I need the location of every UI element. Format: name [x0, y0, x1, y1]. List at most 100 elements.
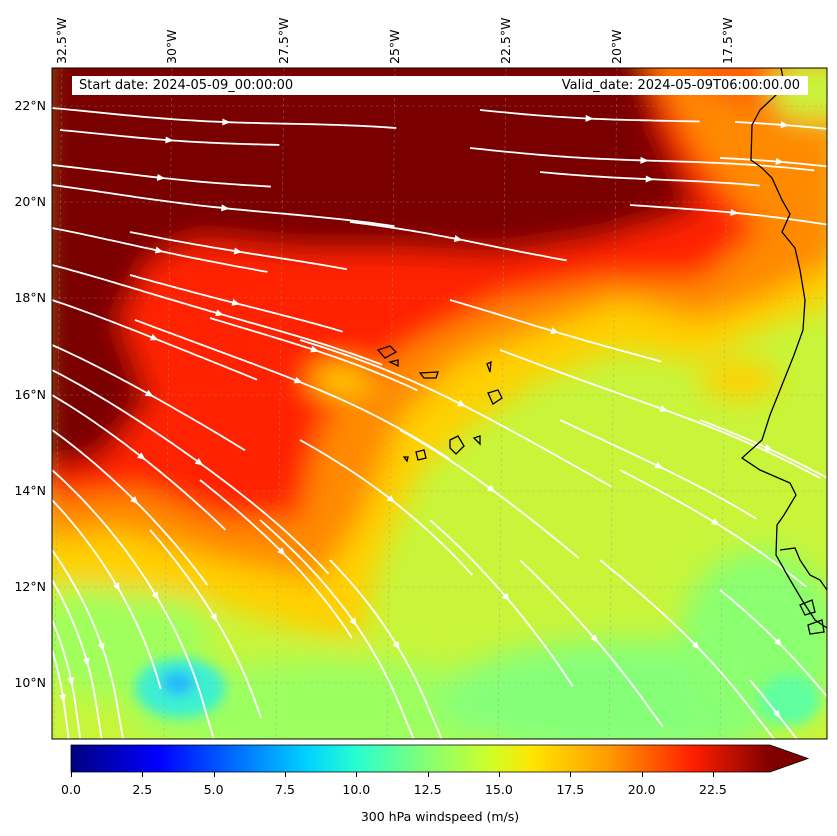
streamline-arrow-icon — [386, 494, 396, 503]
island — [415, 449, 427, 461]
meridian — [719, 68, 729, 739]
streamline-arrow-icon — [210, 613, 218, 622]
colorbar-tick — [427, 772, 429, 777]
lon-tick-label: 22.5°W — [498, 17, 513, 64]
streamline-arrow-icon — [215, 309, 224, 317]
colorbar-tick — [498, 772, 500, 777]
lat-tick-label: 16°N — [14, 387, 46, 402]
streamline-arrow-icon — [293, 376, 303, 384]
streamlines — [52, 107, 827, 739]
colorbar-tick-label: 7.5 — [275, 782, 295, 797]
streamline-arrow-icon — [774, 638, 783, 647]
streamline-arrow-icon — [144, 389, 154, 397]
streamline-arrow-icon — [67, 677, 75, 686]
colorbar-tick — [570, 772, 572, 777]
colorbar-tick-label: 10.0 — [342, 782, 371, 797]
streamline-arrow-icon — [97, 642, 105, 652]
streamline-arrow-icon — [585, 114, 594, 122]
streamline-arrow-icon — [780, 121, 789, 129]
streamline-arrow-icon — [154, 246, 164, 254]
island — [472, 435, 481, 446]
streamline-arrow-icon — [453, 235, 463, 243]
meridian — [608, 68, 618, 739]
island — [486, 360, 492, 373]
streamline-arrow-icon — [82, 657, 90, 667]
streamline-arrow-icon — [691, 641, 700, 650]
coastline — [376, 68, 827, 635]
streamline-arrow-icon — [349, 617, 357, 627]
colorbar — [71, 745, 770, 772]
streamline-arrow-icon — [151, 591, 159, 601]
windspeed-field — [52, 68, 827, 739]
colorbar-tick-label: 2.5 — [132, 782, 153, 797]
streamline-arrow-icon — [486, 484, 496, 493]
colorbar-label: 300 hPa windspeed (m/s) — [360, 809, 520, 824]
lat-tick-label: 18°N — [14, 290, 46, 305]
meridian — [163, 68, 173, 739]
colorbar-tick — [71, 772, 72, 777]
lat-tick-label: 10°N — [14, 675, 46, 690]
streamline-arrow-icon — [149, 333, 159, 341]
colorbar-tick-label: 12.5 — [413, 782, 442, 797]
streamline-arrow-icon — [156, 173, 166, 181]
lon-tick-label: 17.5°W — [720, 17, 735, 64]
lon-tick-label: 27.5°W — [276, 17, 291, 64]
colorbar-tick-label: 15.0 — [485, 782, 513, 797]
streamline-arrow-icon — [772, 709, 781, 719]
date-banner: Start date: 2024-05-09_00:00:00 Valid_da… — [72, 76, 808, 95]
island — [388, 359, 399, 368]
streamline-arrow-icon — [231, 299, 241, 306]
streamline-arrow-icon — [501, 592, 510, 602]
meridian — [275, 68, 285, 739]
streamline-arrow-icon — [130, 496, 139, 505]
colorbar-tick — [142, 772, 144, 777]
valid-date: Valid_date: 2024-05-09T06:00:00.00 — [561, 78, 800, 93]
colorbar-tick-label: 0.0 — [61, 782, 81, 797]
streamline-arrow-icon — [730, 208, 739, 216]
africa-coastline — [740, 68, 827, 629]
streamline-arrow-icon — [221, 204, 230, 212]
lon-tick-label: 25°W — [387, 29, 402, 64]
map-frame — [51, 67, 828, 740]
colorbar-tick — [213, 772, 215, 777]
streamline-arrow-icon — [222, 118, 231, 126]
streamline-arrow-icon — [112, 582, 120, 592]
lon-tick-label: 32.5°W — [54, 17, 69, 64]
streamline-arrow-icon — [775, 157, 784, 165]
streamline-arrow-icon — [645, 175, 654, 183]
streamline-arrow-icon — [392, 641, 400, 650]
colorbar-tick — [284, 772, 286, 777]
streamline-arrow-icon — [165, 136, 174, 144]
lat-tick-label: 20°N — [14, 194, 46, 209]
island — [779, 547, 827, 635]
lon-tick-label: 20°W — [609, 29, 624, 64]
streamline-arrow-icon — [277, 547, 286, 556]
streamline-arrow-icon — [457, 399, 466, 407]
colorbar-tick — [712, 772, 714, 777]
streamline-arrow-icon — [654, 461, 664, 469]
streamline-arrow-icon — [194, 457, 204, 466]
streamline-arrow-icon — [640, 156, 649, 164]
lon-tick-label: 30°W — [164, 29, 179, 64]
start-date: Start date: 2024-05-09_00:00:00 — [79, 78, 294, 93]
colorbar-tick — [356, 772, 358, 777]
colorbar-tick — [641, 772, 643, 777]
streamline-arrow-icon — [310, 345, 319, 353]
lat-tick-label: 14°N — [14, 483, 46, 498]
colorbar-tick-label: 20.0 — [627, 782, 656, 797]
meridian — [497, 68, 507, 739]
island — [402, 456, 409, 463]
streamline-arrow-icon — [233, 247, 243, 255]
streamline-arrow-icon — [764, 444, 773, 451]
colorbar-extend-arrow — [770, 745, 808, 772]
colorbar-tick-label: 22.5 — [699, 782, 727, 797]
streamline-arrow-icon — [550, 327, 560, 335]
streamline-arrow-icon — [659, 405, 669, 412]
colorbar-tick-label: 5.0 — [203, 782, 224, 797]
island — [487, 389, 503, 405]
lat-tick-label: 22°N — [14, 98, 46, 113]
meridian — [386, 68, 396, 739]
streamline-arrow-icon — [710, 518, 720, 526]
lat-tick-label: 12°N — [14, 579, 46, 594]
